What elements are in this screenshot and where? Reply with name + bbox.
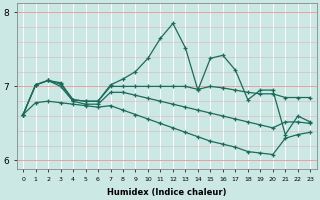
X-axis label: Humidex (Indice chaleur): Humidex (Indice chaleur) bbox=[107, 188, 227, 197]
